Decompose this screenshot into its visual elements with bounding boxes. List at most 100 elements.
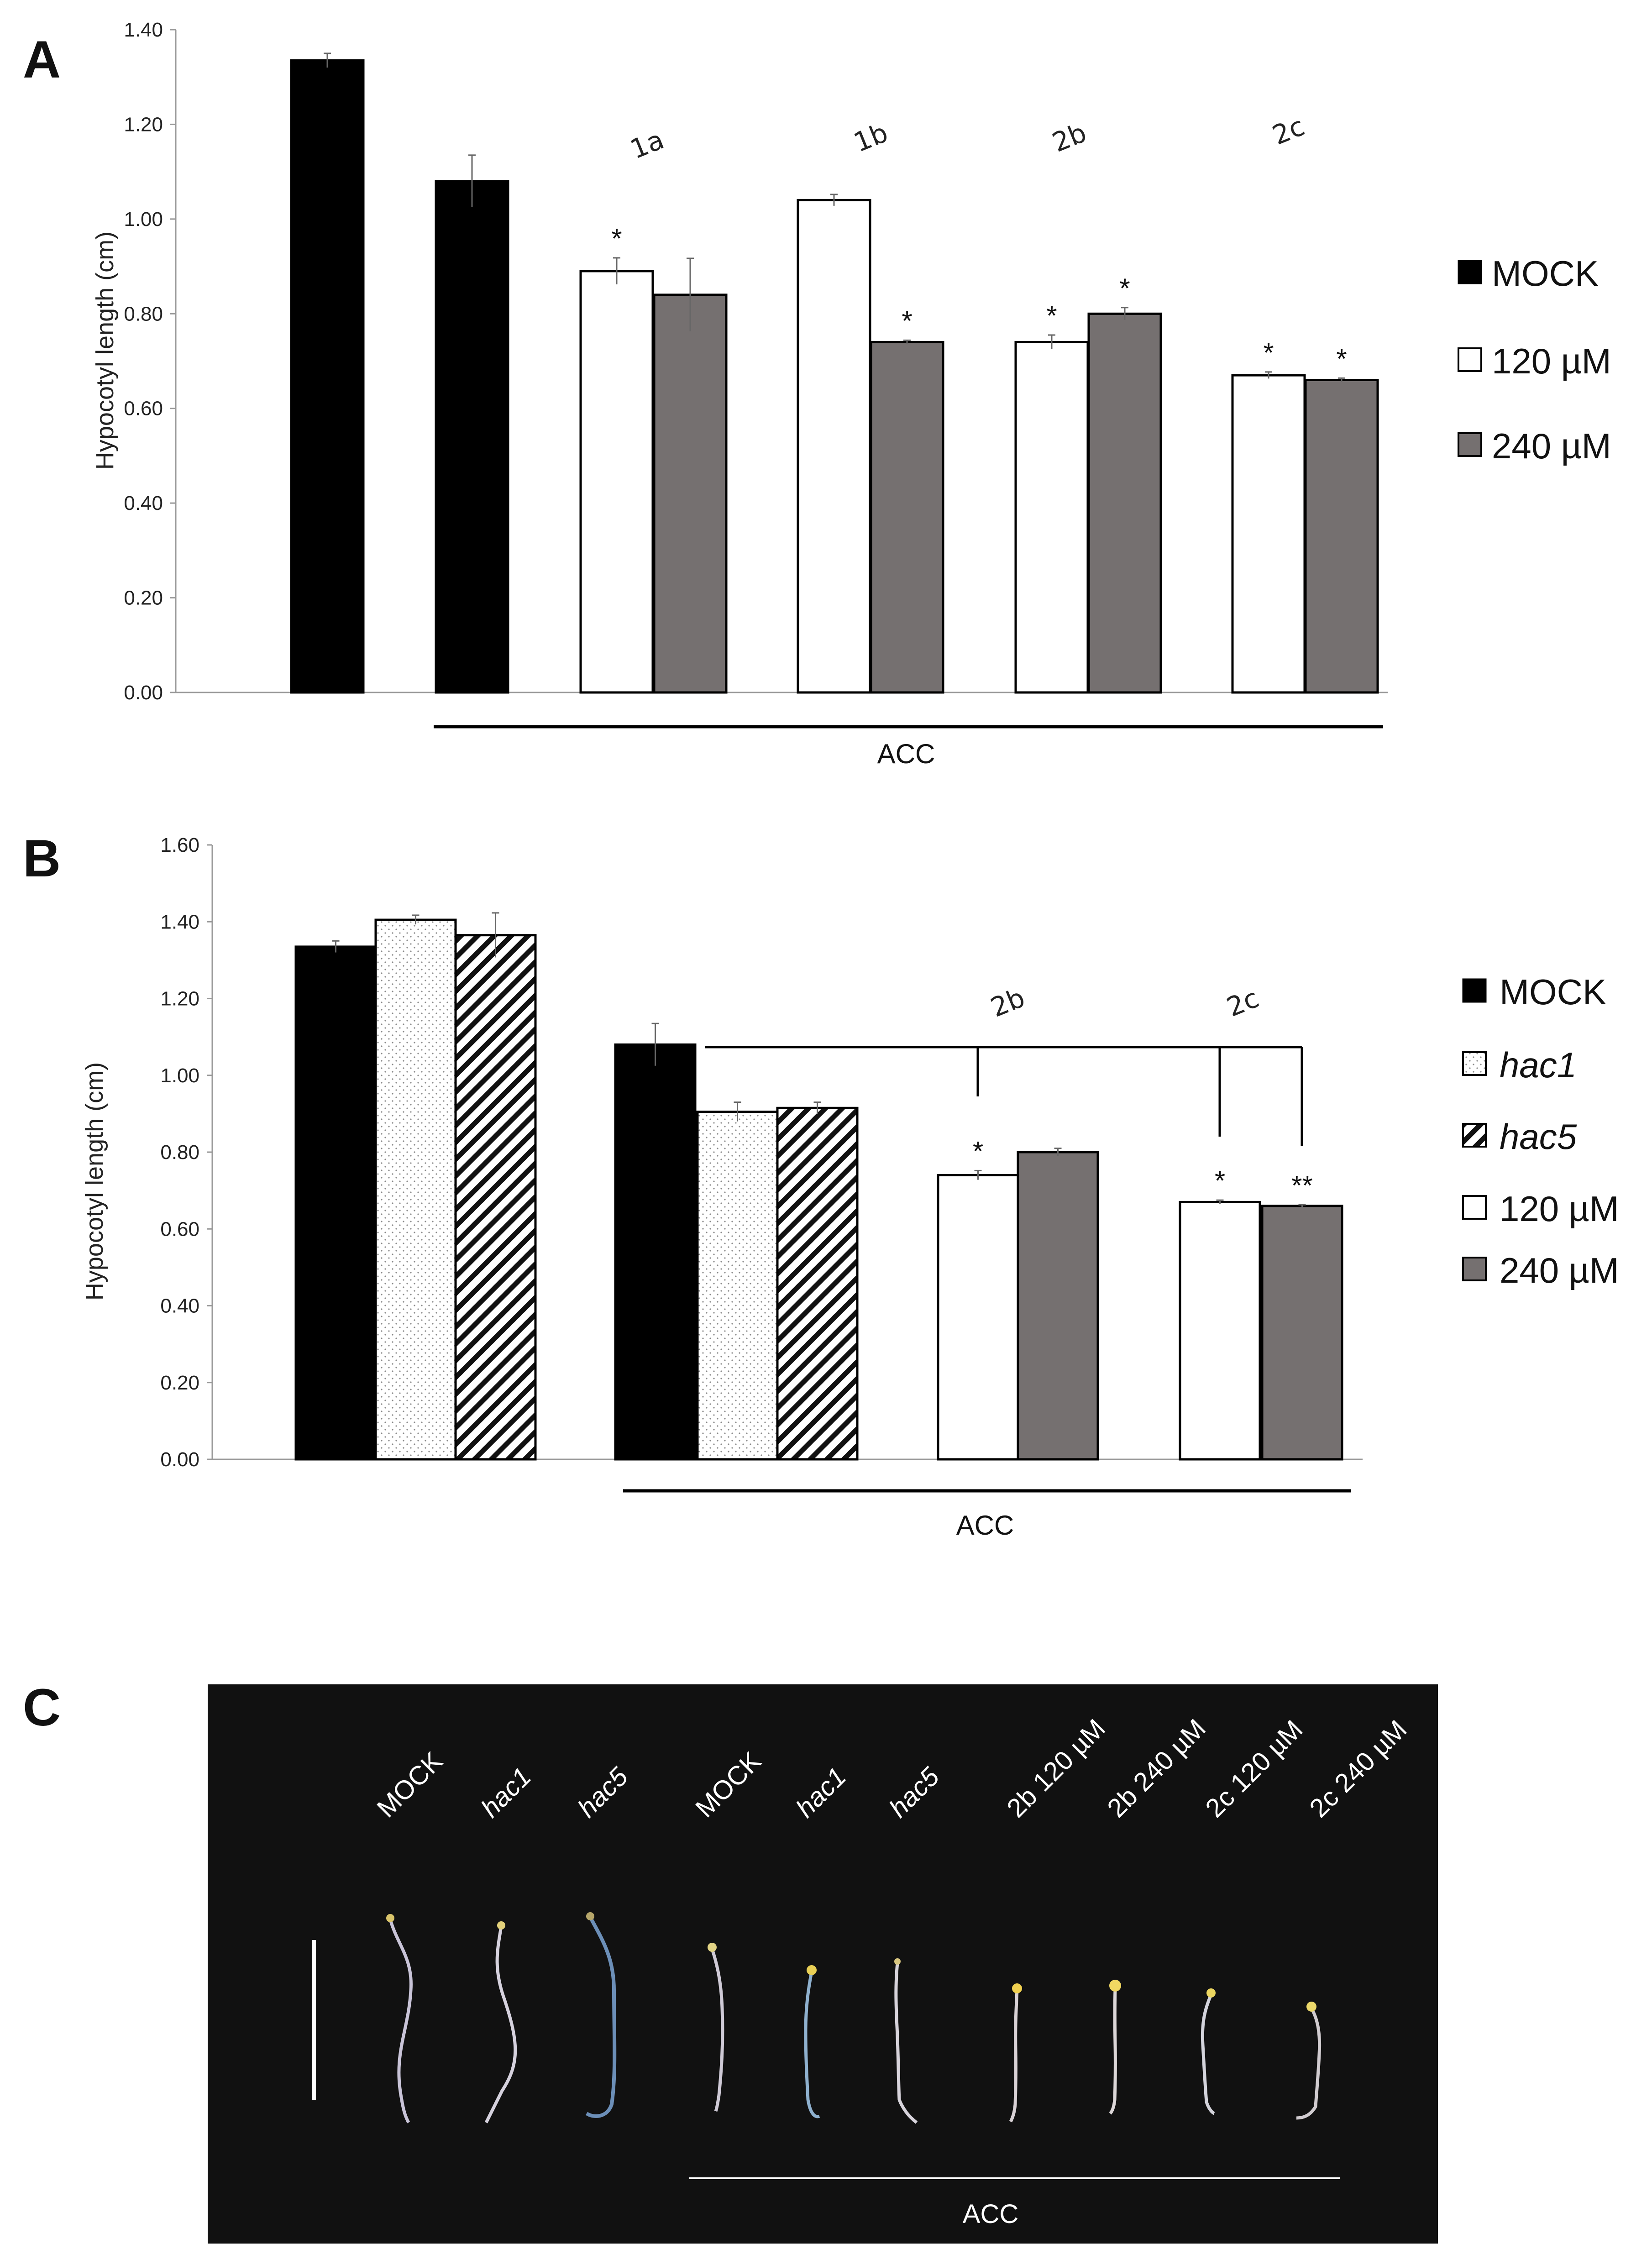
seedling-10 (1296, 2008, 1322, 2120)
chart-a: Hypocotyl length (cm) 0.000.200.400.600.… (91, 19, 1611, 769)
chart-a-ylabel: Hypocotyl length (cm) (91, 231, 119, 470)
chart-b-significance-mark: * (973, 1136, 983, 1166)
chart-a-bar (579, 270, 654, 694)
chart-a-significance-mark: * (1046, 300, 1057, 331)
chart-a-group-labels: 1a 1b 2b 2c (626, 110, 1309, 165)
chart-a-significance-mark: * (902, 305, 912, 336)
chart-a-legend-label-240: 240 µM (1492, 426, 1611, 466)
chart-a-legend: MOCK 120 µM 240 µM (1458, 253, 1611, 466)
chart-b-acc-label: ACC (956, 1510, 1014, 1541)
seedlings (386, 1912, 1322, 2124)
chart-b-ylabel: Hypocotyl length (cm) (81, 1062, 108, 1300)
cotyledon-3 (586, 1912, 594, 1920)
chart-b-bar (937, 1174, 1019, 1461)
chart-b-legend-label-hac1: hac1 (1500, 1045, 1577, 1085)
chart-a-group-label-1b: 1b (850, 117, 892, 158)
chart-a-ytick-label: 1.40 (124, 19, 163, 41)
chart-a-bar (653, 294, 728, 694)
chart-a-ytick-label: 1.00 (124, 208, 163, 231)
chart-b-bar (614, 1043, 697, 1461)
seedling-7 (1009, 1990, 1019, 2123)
chart-a-legend-label-120: 120 µM (1492, 341, 1611, 381)
chart-b-legend-label-mock: MOCK (1500, 972, 1606, 1012)
chart-a-significance-mark: * (1263, 337, 1274, 368)
chart-b-group-label-2b: 2b (986, 982, 1029, 1023)
chart-b-legend-swatch-240 (1462, 1257, 1487, 1281)
cotyledon-2 (497, 1921, 505, 1929)
panel-letter-b: B (23, 829, 61, 888)
chart-b-legend-label-120: 120 µM (1500, 1189, 1619, 1229)
chart-a-ytick-label: 0.80 (124, 303, 163, 325)
chart-b-legend-swatch-hac5 (1462, 1123, 1487, 1148)
chart-b-legend-label-hac5: hac5 (1500, 1117, 1577, 1157)
chart-b-ytick-label: 1.00 (160, 1064, 199, 1087)
chart-a-ytick-label: 0.60 (124, 398, 163, 420)
chart-a-significance-mark: * (611, 223, 622, 254)
chart-b-group-label-2c: 2c (1222, 982, 1263, 1023)
chart-a-bar (1014, 341, 1089, 694)
chart-b-bar (696, 1111, 779, 1461)
cotyledon-9 (1206, 1988, 1216, 1998)
chart-a-group-label-2c: 2c (1268, 110, 1309, 151)
chart-b-significance-mark: ** (1291, 1170, 1313, 1201)
chart-a-bar (1231, 374, 1306, 694)
chart-a-group-label-1a: 1a (626, 124, 668, 165)
chart-b-ytick-label: 1.60 (160, 834, 199, 856)
chart-b-legend-swatch-120 (1462, 1195, 1487, 1220)
cotyledon-8 (1109, 1980, 1121, 1992)
chart-a-bar (290, 59, 365, 694)
chart-b-ytick-label: 0.40 (160, 1295, 199, 1317)
chart-b-bar (1261, 1205, 1343, 1461)
seedling-9 (1201, 1994, 1215, 2115)
chart-b-ytick-label: 0.80 (160, 1141, 199, 1164)
chart-b-significance-mark: * (1215, 1165, 1225, 1196)
chart-a-acc-label: ACC (877, 739, 935, 769)
chart-a-ytick-label: 0.20 (124, 587, 163, 609)
chart-b-ytick-label: 0.00 (160, 1448, 199, 1471)
cotyledon-4 (708, 1943, 717, 1952)
chart-a-legend-label-mock: MOCK (1492, 253, 1599, 294)
chart-a-bar (870, 341, 944, 694)
chart-b-bars: ** ** (294, 912, 1343, 1461)
chart-b-legend: MOCK hac1 hac5 120 µM 240 µM (1462, 972, 1619, 1290)
chart-b-ytick-label: 0.60 (160, 1218, 199, 1240)
chart-b-bar (374, 918, 457, 1461)
cotyledon-5 (807, 1965, 817, 1975)
chart-b-ytick-label: 1.40 (160, 911, 199, 933)
chart-a-bar (435, 180, 509, 694)
chart-a-bar (1304, 378, 1379, 694)
panel-letter-a: A (23, 31, 61, 89)
chart-a-bar (797, 199, 871, 694)
seedling-8 (1109, 1987, 1117, 2115)
cotyledon-1 (386, 1914, 394, 1922)
chart-b-bar (1017, 1151, 1099, 1461)
chart-a-ytick-label: 0.40 (124, 492, 163, 514)
cotyledon-10 (1306, 2002, 1316, 2012)
seedling-1 (388, 1919, 413, 2123)
photo-background (208, 1684, 1438, 2244)
chart-b-legend-swatch-mock (1462, 978, 1487, 1003)
chart-b-legend-label-240: 240 µM (1500, 1250, 1619, 1290)
chart-a-legend-swatch-120 (1458, 347, 1482, 372)
seedling-6 (894, 1962, 918, 2124)
panel-letter-c: C (23, 1678, 61, 1737)
cotyledon-6 (894, 1958, 901, 1965)
chart-a-yaxis: 0.00 0.20 0.40 0.60 0.80 1.00 1.20 1.40 (124, 19, 176, 704)
chart-a-significance-mark: * (1336, 343, 1347, 374)
chart-a-ytick-label: 0.00 (124, 682, 163, 704)
cotyledon-7 (1012, 1983, 1022, 1993)
chart-b-legend-swatch-hac1 (1462, 1051, 1487, 1076)
chart-a-legend-swatch-mock (1458, 260, 1482, 284)
chart-b: Hypocotyl length (cm) 0.00 0.20 0.40 0.60 0.… (81, 834, 1619, 1541)
photo-acc-label: ACC (963, 2199, 1018, 2229)
seedling-4 (710, 1948, 724, 2112)
chart-a-bars: * * * * * * (290, 52, 1379, 694)
chart-b-comparison-bracket (705, 1046, 1303, 1146)
seedling-2 (484, 1926, 517, 2123)
chart-a-bar (1087, 312, 1162, 694)
chart-b-ytick-label: 0.20 (160, 1372, 199, 1394)
chart-a-ytick-label: 1.20 (124, 113, 163, 136)
chart-a-legend-swatch-240 (1458, 432, 1482, 457)
